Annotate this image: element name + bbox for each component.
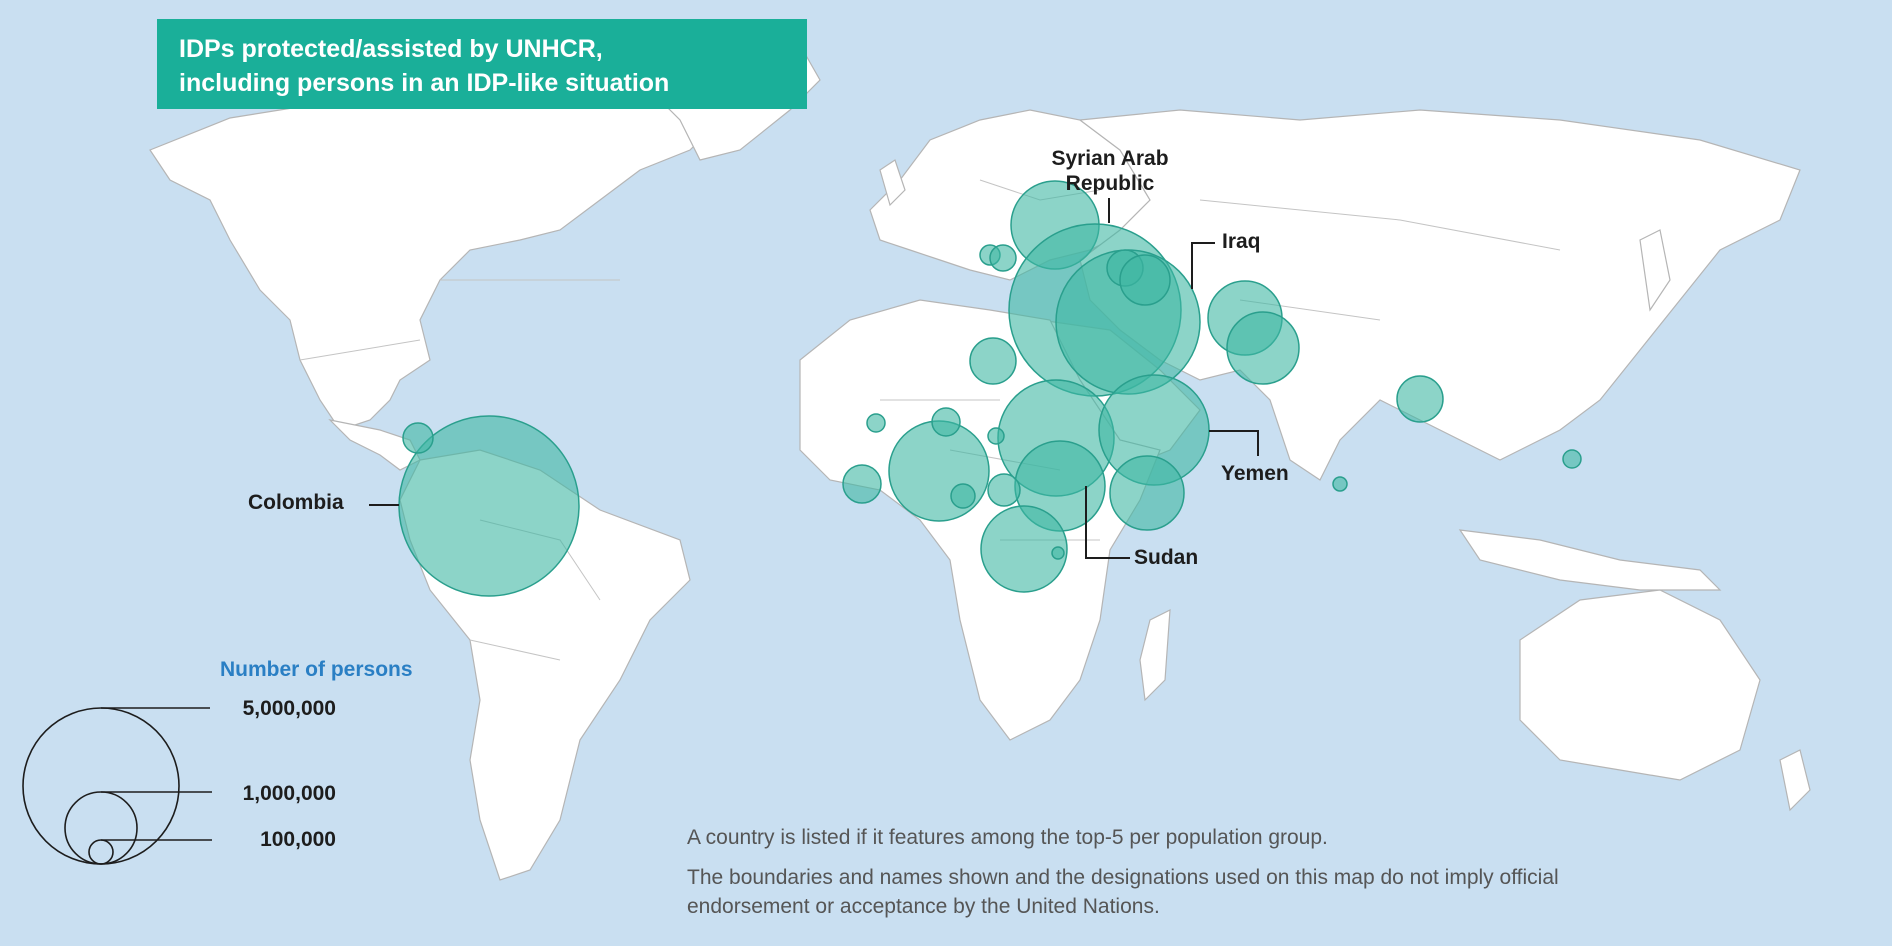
- label-syria-line1: Syrian Arab: [1051, 147, 1169, 170]
- bubble-cote-divoire: [842, 464, 882, 504]
- bubble-nigeria: [888, 420, 990, 522]
- bubble-pakistan: [1226, 311, 1300, 385]
- bubble-sri-lanka: [1332, 476, 1348, 492]
- label-syria-line2: Republic: [1065, 172, 1155, 195]
- legend-value-5m: 5,000,000: [242, 697, 336, 720]
- note-listing: A country is listed if it features among…: [687, 826, 1328, 849]
- map-title-line2: including persons in an IDP-like situati…: [179, 69, 670, 97]
- bubble-somalia: [1109, 455, 1185, 531]
- bubble-chad: [987, 427, 1005, 445]
- bubble-cameroon: [950, 483, 976, 509]
- leader-sudan: [1085, 486, 1130, 559]
- legend-circles: [22, 707, 212, 865]
- bubble-philippines: [1562, 449, 1582, 469]
- label-iraq: Iraq: [1222, 230, 1261, 253]
- bubble-mali: [866, 413, 886, 433]
- legend-circle-1m: [64, 791, 138, 865]
- legend-value-100k: 100,000: [260, 828, 336, 851]
- label-yemen: Yemen: [1221, 462, 1289, 485]
- bubble-ethiopia: [987, 473, 1021, 507]
- legend-circle-100k: [88, 839, 114, 865]
- bubble-myanmar: [1396, 375, 1444, 423]
- madagascar-land: [1139, 608, 1171, 702]
- new-zealand-land: [1779, 749, 1811, 812]
- north-america-land: [149, 79, 721, 431]
- map-title-line1: IDPs protected/assisted by UNHCR,: [179, 35, 603, 63]
- bubble-drc: [980, 505, 1068, 593]
- leader-yemen: [1209, 430, 1259, 456]
- indonesia-land: [1458, 529, 1722, 591]
- bubble-libya: [969, 337, 1017, 385]
- map-title: IDPs protected/assisted by UNHCR, includ…: [157, 19, 807, 109]
- legend-title: Number of persons: [220, 658, 413, 681]
- label-syria: Syrian Arab Republic: [1036, 146, 1184, 196]
- label-sudan: Sudan: [1134, 546, 1199, 569]
- bubble-niger: [931, 407, 961, 437]
- bubble-burundi: [1051, 546, 1065, 560]
- bubble-balkans-2: [989, 244, 1017, 272]
- leader-iraq: [1191, 242, 1215, 289]
- bubble-lebanon: [1119, 254, 1171, 306]
- note-disclaimer-line2: endorsement or acceptance by the United …: [687, 895, 1160, 918]
- bubble-central-america: [402, 422, 434, 454]
- note-disclaimer-line1: The boundaries and names shown and the d…: [687, 866, 1559, 889]
- australia-land: [1519, 589, 1761, 781]
- note-disclaimer: The boundaries and names shown and the d…: [687, 863, 1837, 921]
- leader-lines: [369, 198, 1259, 559]
- bubbles: [398, 180, 1582, 597]
- japan-land: [1639, 229, 1671, 312]
- uk-land: [879, 159, 906, 207]
- legend-value-1m: 1,000,000: [242, 782, 336, 805]
- label-colombia: Colombia: [248, 491, 344, 514]
